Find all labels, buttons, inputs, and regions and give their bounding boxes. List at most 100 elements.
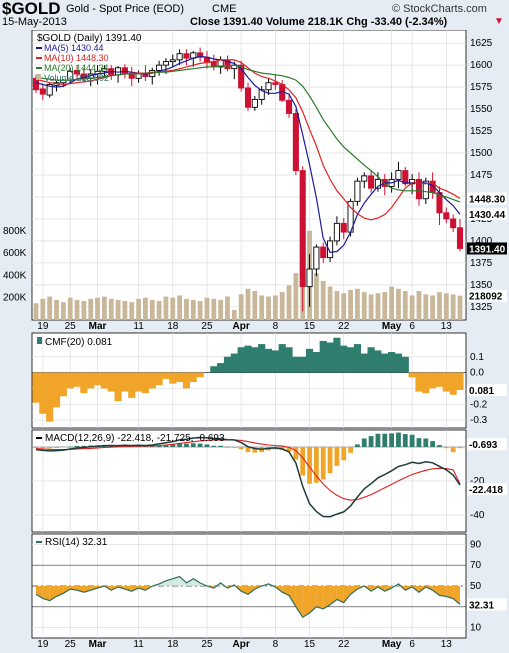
macd-hist-bar <box>211 445 217 447</box>
date-tick-label: 8 <box>273 639 279 650</box>
macd-value-tag-bg <box>467 483 507 496</box>
cmf-tag: 0.081 <box>467 384 507 397</box>
price-legend: $GOLD (Daily) 1391.40 MA(5) 1430.44 MA(1… <box>36 33 142 83</box>
candle-body <box>244 87 252 108</box>
date-tick-label: 15 <box>304 321 316 332</box>
rsi-below-fill <box>83 586 91 593</box>
volume-bar <box>218 299 224 320</box>
cmf-bar <box>429 372 437 389</box>
cmf-bar <box>381 353 389 373</box>
macd-hist-bar <box>443 447 449 449</box>
macd-hist-bar <box>163 444 169 447</box>
rsi-below-fill <box>350 586 358 595</box>
volume-bar <box>375 293 381 320</box>
price-axis: 1325135013751400142514501475150015251550… <box>470 38 493 313</box>
date-tick-label: 6 <box>409 639 415 650</box>
cmf-bar <box>114 372 122 402</box>
cmf-bar <box>244 345 252 373</box>
macd-hist-bar <box>382 433 388 447</box>
price-panel: 1325135013751400142514501475150015251550… <box>3 30 507 321</box>
macd-hist-tag-bg <box>467 438 507 451</box>
candle-body <box>354 180 361 202</box>
cmf-bar <box>299 356 307 373</box>
close-tag-bg <box>467 242 507 255</box>
candle-body <box>169 59 176 63</box>
volume-bar <box>204 297 210 320</box>
candle-body <box>156 64 163 71</box>
ma20-line <box>35 64 461 203</box>
chart-svg: 1325135013751400142514501475150015251550… <box>3 30 507 650</box>
volume-bar <box>430 295 436 320</box>
candle-body <box>320 246 327 259</box>
ma5-tag: 1430.44 <box>469 210 506 221</box>
macd-tags: -0.693 -22.418 <box>467 438 507 496</box>
macd-lines <box>35 436 461 518</box>
cmf-bar <box>223 356 232 373</box>
cmf-bar <box>374 350 382 373</box>
cmf-bar <box>435 372 444 387</box>
macd-hist-bar <box>33 447 39 449</box>
macd-hist-bar <box>156 445 162 447</box>
rsi-below-fill <box>289 586 296 607</box>
cmf-bar <box>258 344 266 373</box>
macd-hist-bar <box>143 446 148 447</box>
volume-bar <box>259 295 265 320</box>
rsi-below-fill <box>63 586 71 594</box>
cmf-bar <box>319 340 327 373</box>
macd-axis: 0-20-40 <box>470 442 485 521</box>
volume-tag-bg <box>467 289 507 302</box>
candle-body <box>39 88 46 95</box>
cmf-bar <box>264 348 273 373</box>
macd-hist-bar <box>327 447 333 474</box>
symbol-title: $GOLD <box>2 0 61 18</box>
date-tick-label: 19 <box>37 639 49 650</box>
date-axis-bottom: 19 25 Mar 11 18 25 Apr 8 15 22 May 6 13 <box>37 639 452 650</box>
cmf-tick-label: 0.0 <box>470 368 484 379</box>
date-tick-label: 19 <box>37 321 49 332</box>
volume-bar <box>67 297 73 320</box>
date-tick-label: 25 <box>201 639 213 650</box>
volume-bar <box>47 296 53 320</box>
macd-hist-bar <box>286 447 292 452</box>
volume-tick-label: 400K <box>3 270 27 281</box>
volume-tag: 218092 <box>469 292 503 303</box>
volume-bar <box>101 296 107 320</box>
cmf-bar <box>66 372 74 389</box>
price-tick-label: 1325 <box>470 302 493 313</box>
cmf-bar <box>93 372 102 386</box>
candle-body <box>422 180 429 200</box>
date-tick-label: Mar <box>89 639 107 650</box>
candle-body <box>299 170 306 288</box>
macd-hist-bar <box>40 447 46 449</box>
rsi-tick-label: 90 <box>470 539 482 550</box>
macd-hist-bar <box>225 446 230 448</box>
rsi-below-fill <box>343 586 351 603</box>
cmf-bar <box>449 372 457 395</box>
cmf-tick-label: 0.1 <box>470 352 484 363</box>
macd-signal-line <box>35 439 461 501</box>
cmf-bar <box>52 372 61 408</box>
price-tags: 1448.30 1430.44 1391.40 218092 <box>467 192 507 303</box>
volume-bar <box>163 296 169 320</box>
macd-histogram <box>33 432 463 484</box>
macd-hist-bar <box>231 447 237 448</box>
volume-bar <box>211 298 217 320</box>
volume-bar <box>313 273 319 320</box>
moving-averages <box>35 55 461 253</box>
rsi-above-fill <box>186 578 194 586</box>
cmf-bar <box>162 372 170 379</box>
date-tick-label: 25 <box>65 321 77 332</box>
cmf-legend-swatch <box>37 337 42 344</box>
candle-body <box>46 84 53 96</box>
symbol-description: Gold - Spot Price (EOD) <box>66 3 184 15</box>
volume-bar <box>279 292 285 320</box>
price-legend-title: $GOLD (Daily) 1391.40 <box>37 33 142 44</box>
cmf-bar <box>87 372 95 389</box>
volume-bar <box>54 299 59 320</box>
volume-bar <box>129 302 135 320</box>
cmf-bar <box>169 372 177 384</box>
exchange-label: CME <box>212 3 237 15</box>
macd-hist-bar <box>396 432 401 447</box>
macd-hist-bar <box>218 445 224 447</box>
volume-tick-label: 200K <box>3 293 27 304</box>
